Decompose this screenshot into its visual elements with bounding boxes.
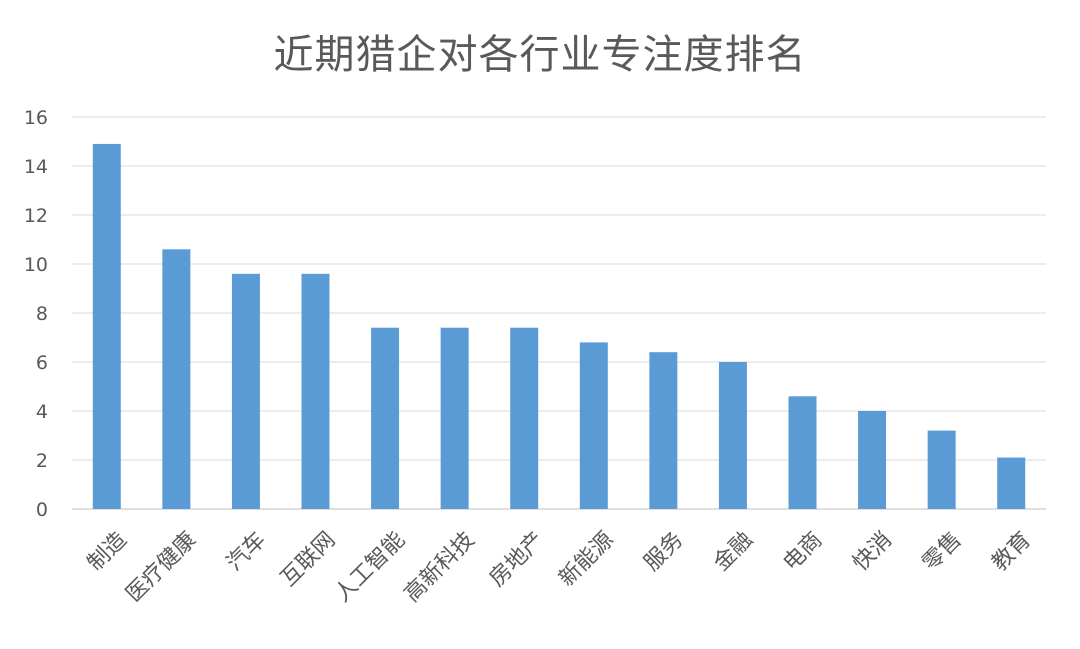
x-category-label-4: 人工智能: [330, 527, 410, 607]
bars: [92, 143, 1026, 510]
x-category-label-2: 汽车: [222, 527, 271, 576]
x-category-label-11: 快消: [848, 527, 897, 576]
bar-10: [788, 396, 817, 509]
gridlines: [72, 116, 1046, 510]
x-category-label-5: 高新科技: [400, 527, 480, 607]
y-axis-ticks: 0 2 4 6 8 10 12 14 16: [24, 107, 48, 521]
bar-6: [510, 327, 539, 509]
bar-9: [718, 362, 747, 509]
x-category-label-12: 零售: [918, 527, 967, 576]
bar-5: [440, 327, 469, 509]
x-category-label-13: 教育: [987, 527, 1036, 576]
bar-12: [927, 430, 956, 509]
y-tick-label-2: 4: [36, 401, 48, 423]
y-tick-label-7: 14: [24, 156, 48, 178]
bar-8: [649, 352, 678, 509]
bar-7: [579, 342, 608, 509]
x-category-label-7: 新能源: [554, 527, 618, 591]
x-category-label-3: 互联网: [276, 527, 340, 591]
x-category-label-6: 房地产: [485, 527, 549, 591]
y-tick-label-4: 8: [36, 303, 48, 325]
y-tick-label-8: 16: [24, 107, 48, 129]
x-category-label-8: 服务: [640, 527, 689, 576]
bar-0: [92, 143, 121, 509]
x-category-label-1: 医疗健康: [121, 527, 201, 607]
bar-11: [858, 411, 887, 509]
y-tick-label-0: 0: [36, 499, 48, 521]
x-category-label-10: 电商: [779, 527, 828, 576]
bar-2: [231, 273, 260, 509]
bar-4: [371, 327, 400, 509]
y-tick-label-6: 12: [24, 205, 48, 227]
bar-3: [301, 273, 330, 509]
bar-1: [162, 249, 191, 510]
x-category-label-9: 金融: [709, 527, 758, 576]
y-tick-label-3: 6: [36, 352, 48, 374]
bar-13: [997, 457, 1026, 509]
y-tick-label-1: 2: [36, 450, 48, 472]
chart-title: 近期猎企对各行业专注度排名: [273, 32, 807, 78]
y-tick-label-5: 10: [24, 254, 48, 276]
x-category-label-0: 制造: [83, 527, 132, 576]
